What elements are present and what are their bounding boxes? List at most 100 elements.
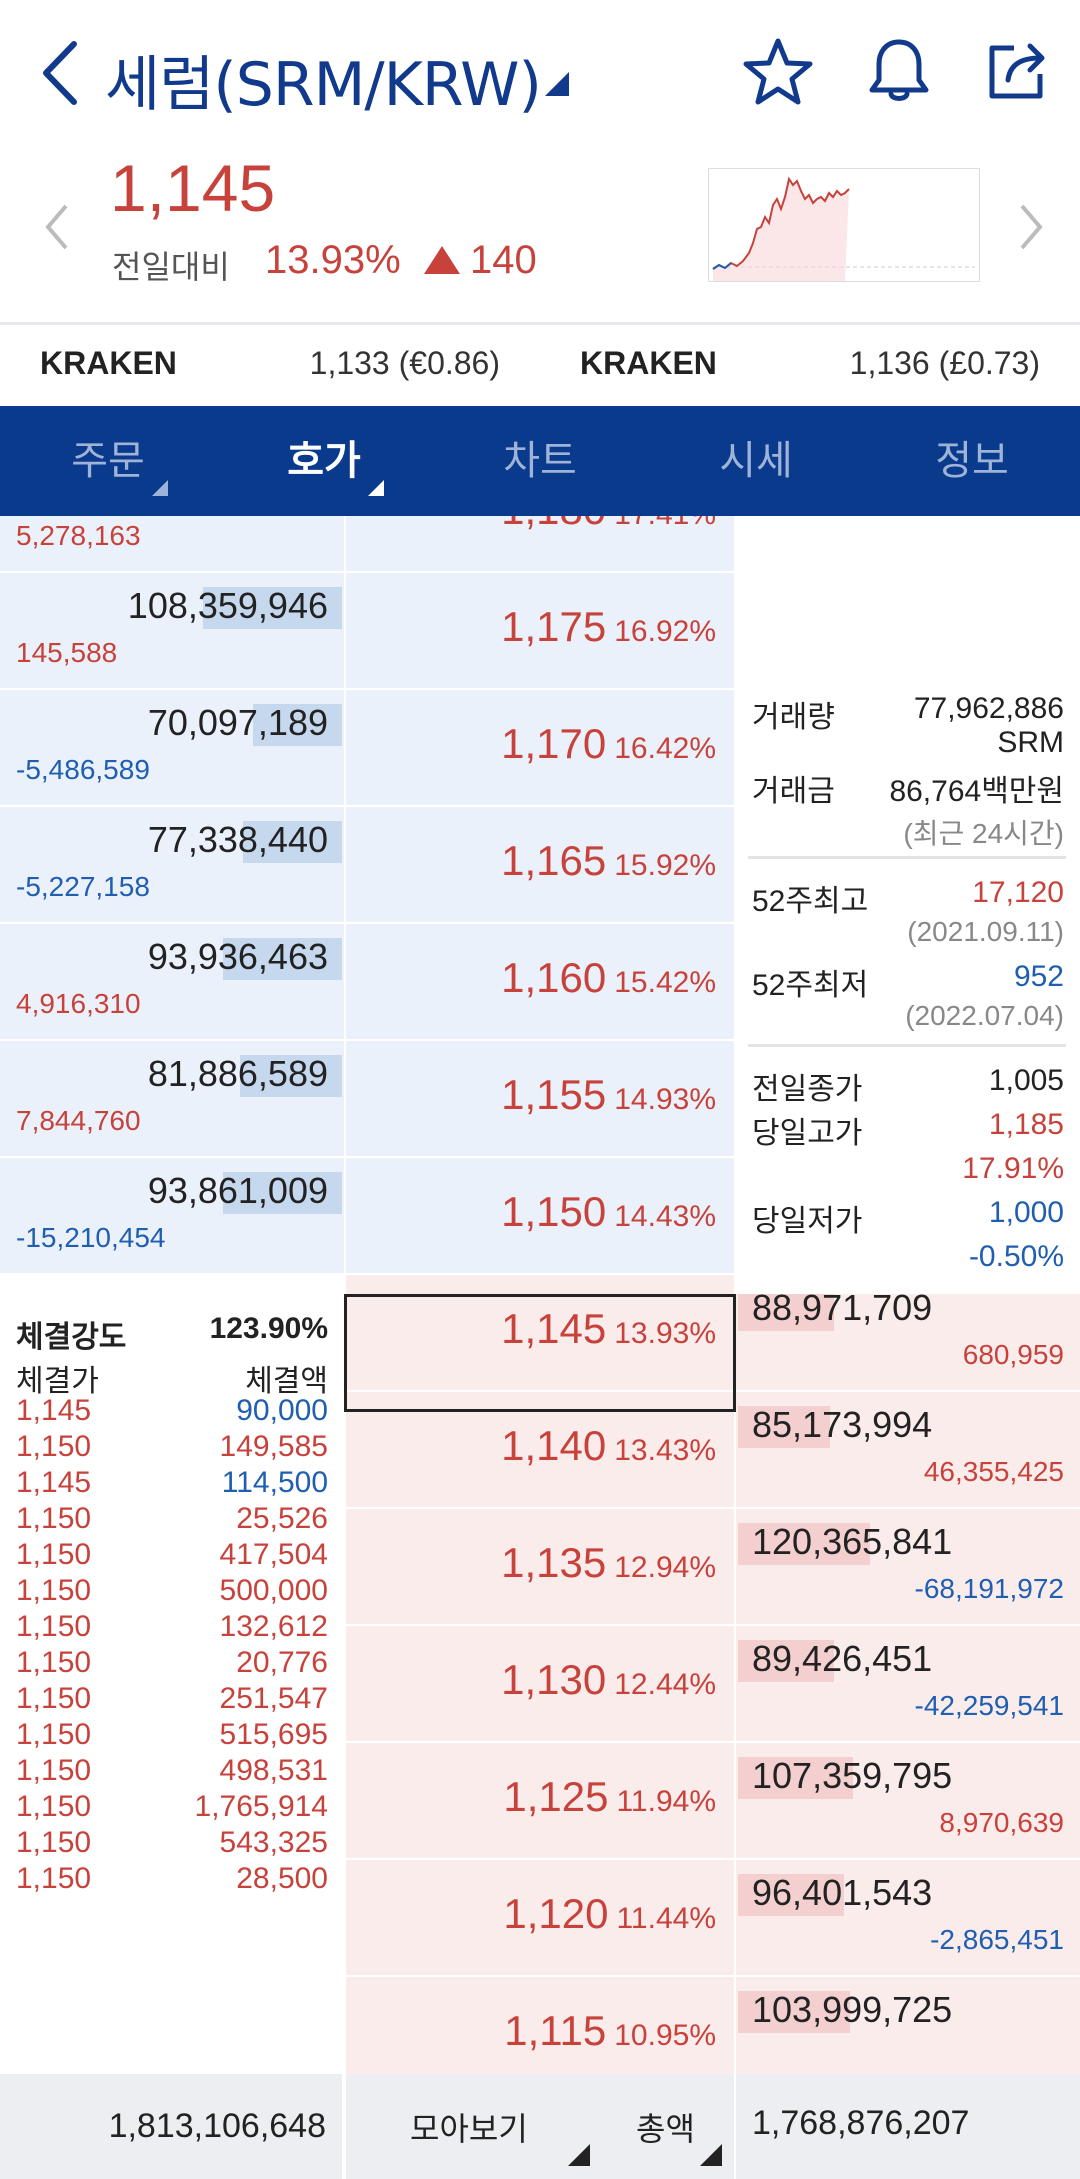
bid-quantity-change: 680,959	[962, 1339, 1064, 1370]
ask-quantity-bar	[223, 1172, 342, 1214]
bid-price-cell[interactable]: 1,130 12.44%	[346, 1626, 734, 1741]
bid-row[interactable]: 1,120 11.44% 96,401,543 -2,865,451	[346, 1860, 1080, 1977]
bid-row[interactable]: 1,135 12.94% 120,365,841 -68,191,972	[346, 1509, 1080, 1626]
bid-quantity-bar	[738, 1991, 850, 2033]
exchange-name: KRAKEN	[40, 345, 177, 381]
ask-quantity-bar	[240, 1055, 342, 1097]
bid-price-cell[interactable]: 1,115 10.95%	[346, 1977, 734, 2074]
trade-amount: 90,000	[236, 1394, 328, 1427]
ask-row[interactable]: 81,886,589 7,844,760 1,155 14.93%	[0, 1041, 734, 1158]
ask-quantity: 93,861,009	[147, 1170, 328, 1211]
trade-amount: 500,000	[219, 1574, 328, 1607]
trade-history-panel: 체결강도 123.90% 체결가 체결액 1,145 90,000 1,150 149…	[0, 1294, 344, 2074]
order-book: 91,921,2265,278,163 1,180 17.41% 108,359,94…	[0, 516, 1080, 2074]
ask-row[interactable]: 77,338,440 -5,227,158 1,165 15.92%	[0, 807, 734, 924]
bid-price-value: 1,135	[501, 1539, 607, 1586]
bid-price: 1,145 13.93%	[501, 1305, 716, 1353]
ask-price-cell[interactable]: 1,175 16.92%	[346, 573, 734, 688]
tab-info[interactable]: 정보	[864, 406, 1080, 516]
ask-price-cell[interactable]: 1,150 14.43%	[346, 1158, 734, 1273]
divider	[344, 2074, 346, 2179]
bid-quantity-change: -2,865,451	[930, 1924, 1064, 1955]
bid-total: 1,768,876,207	[752, 2104, 970, 2142]
bid-price-cell[interactable]: 1,135 12.94%	[346, 1509, 734, 1624]
divider	[734, 2074, 736, 2179]
bid-row[interactable]: 1,125 11.94% 107,359,795 8,970,639	[346, 1743, 1080, 1860]
tab-order[interactable]: 주문	[0, 406, 216, 516]
ask-price-value: 1,165	[501, 837, 607, 884]
bid-price-pct: 12.94%	[614, 1551, 716, 1584]
ask-price-pct: 17.41%	[614, 516, 716, 531]
ask-price-cell[interactable]: 1,170 16.42%	[346, 690, 734, 805]
bid-price-pct: 11.44%	[616, 1902, 716, 1935]
ask-price-value: 1,155	[501, 1071, 607, 1118]
bid-quantity: 85,173,994	[752, 1404, 933, 1445]
exchange-value: 1,133 (€0.86)	[309, 345, 500, 381]
bid-row[interactable]: 1,115 10.95% 103,999,725	[346, 1977, 1080, 2074]
trade-price-header: 체결가	[16, 1365, 99, 1398]
day-high-label: 당일고가	[752, 1117, 863, 1150]
trade-price: 1,150	[16, 1610, 92, 1643]
bid-quantity-change: -68,191,972	[914, 1573, 1064, 1604]
share-icon[interactable]	[984, 38, 1050, 104]
ask-price-value: 1,180	[501, 516, 606, 533]
ask-row[interactable]: 70,097,189 -5,486,589 1,170 16.42%	[0, 690, 734, 807]
total-amount-dropdown-icon[interactable]	[700, 2144, 722, 2166]
tab-quotes[interactable]: 시세	[648, 406, 864, 516]
ask-row[interactable]: 91,921,2265,278,163 1,180 17.41%	[0, 516, 734, 573]
volume-unit: SRM	[997, 726, 1064, 759]
bid-price: 1,130 12.44%	[501, 1656, 716, 1704]
ask-price-cell[interactable]: 1,160 15.42%	[346, 924, 734, 1039]
bell-icon[interactable]	[866, 36, 932, 106]
bid-price: 1,140 13.43%	[501, 1422, 716, 1470]
mini-chart[interactable]	[708, 168, 980, 282]
bid-quantity-bar	[738, 1523, 870, 1565]
bid-price-cell[interactable]: 1,125 11.94%	[346, 1743, 734, 1858]
trade-price: 1,150	[16, 1574, 92, 1607]
ask-price-cell[interactable]: 1,165 15.92%	[346, 807, 734, 922]
volume-label: 거래량	[752, 701, 835, 734]
price-summary: 1,145 전일대비 13.93% 140	[0, 150, 1080, 320]
back-icon[interactable]	[36, 38, 86, 108]
bid-quantity-cell: 120,365,841 -68,191,972	[736, 1509, 1080, 1624]
bid-price-value: 1,130	[501, 1656, 607, 1703]
bid-quantity: 89,426,451	[752, 1638, 933, 1679]
ask-price-value: 1,160	[501, 954, 607, 1001]
footer-bar: 1,813,106,648 모아보기 총액 1,768,876,207	[0, 2074, 1080, 2179]
ask-row[interactable]: 108,359,946 145,588 1,175 16.92%	[0, 573, 734, 690]
tab-label: 호가	[287, 439, 361, 483]
ask-price-value: 1,150	[501, 1188, 607, 1235]
volume-value: 77,962,886	[913, 692, 1064, 725]
ask-quantity-cell: 70,097,189 -5,486,589	[0, 690, 344, 805]
ask-row[interactable]: 93,861,009 -15,210,454 1,150 14.43%	[0, 1158, 734, 1275]
tab-orderbook[interactable]: 호가	[216, 406, 432, 516]
trade-price: 1,150	[16, 1646, 92, 1679]
ask-total: 1,813,106,648	[0, 2074, 344, 2179]
ask-row[interactable]: 93,936,463 4,916,310 1,160 15.42%	[0, 924, 734, 1041]
bid-price-value: 1,140	[501, 1422, 607, 1469]
ask-price-cell[interactable]: 1,155 14.93%	[346, 1041, 734, 1156]
group-view-dropdown-icon[interactable]	[568, 2144, 590, 2166]
page-title[interactable]: 세럼(SRM/KRW)	[105, 50, 542, 120]
bid-price-pct: 11.94%	[616, 1785, 716, 1818]
title-dropdown-icon[interactable]	[545, 72, 569, 96]
ask-price-cell[interactable]: 1,180 17.41%	[346, 516, 734, 571]
trade-price: 1,150	[16, 1826, 92, 1859]
star-icon[interactable]	[742, 36, 814, 108]
ask-quantity-cell: 77,338,440 -5,227,158	[0, 807, 344, 922]
chevron-right-icon[interactable]	[1016, 202, 1046, 252]
low52-label: 52주최저	[752, 969, 869, 1002]
tab-chart[interactable]: 차트	[432, 406, 648, 516]
day-low-label: 당일저가	[752, 1205, 863, 1238]
trade-amount: 114,500	[221, 1466, 328, 1499]
ask-quantity-cell: 93,936,463 4,916,310	[0, 924, 344, 1039]
low52-date: (2022.07.04)	[905, 1000, 1064, 1031]
total-amount-button[interactable]: 총액	[636, 2111, 695, 2147]
day-high-value: 1,185	[988, 1108, 1064, 1141]
bid-price-cell[interactable]: 1,120 11.44%	[346, 1860, 734, 1975]
bid-row[interactable]: 1,130 12.44% 89,426,451 -42,259,541	[346, 1626, 1080, 1743]
group-view-button[interactable]: 모아보기	[410, 2111, 528, 2147]
bid-quantity-bar	[738, 1289, 834, 1331]
strength-value: 123.90%	[209, 1312, 328, 1345]
chevron-left-icon[interactable]	[42, 202, 72, 252]
